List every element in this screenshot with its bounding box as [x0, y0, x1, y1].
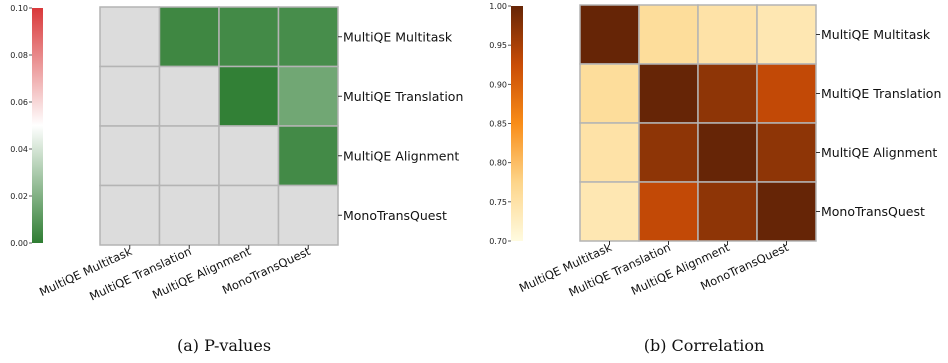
- correlation-cell-r1-c3: [756, 63, 817, 124]
- correlation-cell-r3-c0: [579, 181, 640, 242]
- pvalues-colorbar-tick-label-0: 0.00: [10, 239, 28, 248]
- correlation-cell-r1-c0: [579, 63, 640, 124]
- correlation-cell-r3-c1: [638, 181, 699, 242]
- pvalues-cell-r2-c3: [277, 125, 339, 187]
- pvalues-row-label-2: MultiQE Alignment: [343, 148, 459, 163]
- pvalues-colorbar: [32, 8, 43, 243]
- correlation-row-label-0: MultiQE Multitask: [821, 27, 931, 42]
- correlation-cell-r2-c3: [756, 122, 817, 183]
- correlation-colorbar: [511, 6, 523, 241]
- pvalues-row-label-1: MultiQE Translation: [343, 89, 463, 104]
- pvalues-colorbar-tick-label-4: 0.08: [10, 51, 28, 60]
- pvalues-row-label-3: MonoTransQuest: [343, 208, 447, 223]
- correlation-colorbar-tick-label-6: 1.00: [489, 2, 507, 11]
- correlation-colorbar-tick-label-5: 0.95: [489, 41, 507, 50]
- correlation-cell-r1-c2: [697, 63, 758, 124]
- correlation-cell-r3-c3: [756, 181, 817, 242]
- correlation-cell-r3-c2: [697, 181, 758, 242]
- correlation-cell-r0-c1: [638, 4, 699, 65]
- pvalues-cell-r0-c1: [158, 6, 220, 68]
- correlation-colorbar-tick-label-2: 0.80: [489, 159, 507, 168]
- pvalues-cell-r2-c0: [99, 125, 161, 187]
- correlation-cell-r1-c1: [638, 63, 699, 124]
- correlation-cell-r0-c2: [697, 4, 758, 65]
- correlation-row-label-3: MonoTransQuest: [821, 204, 925, 219]
- pvalues-colorbar-tick-label-2: 0.04: [10, 145, 28, 154]
- pvalues-cell-r2-c2: [218, 125, 280, 187]
- correlation-colorbar-tick-label-3: 0.85: [489, 120, 507, 129]
- correlation-row-label-2: MultiQE Alignment: [821, 145, 937, 160]
- correlation-cell-r2-c0: [579, 122, 640, 183]
- pvalues-cell-r0-c3: [277, 6, 339, 68]
- correlation-cell-r0-c3: [756, 4, 817, 65]
- correlation-row-label-1: MultiQE Translation: [821, 86, 941, 101]
- pvalues-cell-r2-c1: [158, 125, 220, 187]
- pvalues-cell-r3-c1: [158, 184, 220, 246]
- correlation-colorbar-tick-label-0: 0.70: [489, 237, 507, 246]
- correlation-cell-r0-c0: [579, 4, 640, 65]
- pvalues-cell-r3-c2: [218, 184, 280, 246]
- pvalues-row-label-0: MultiQE Multitask: [343, 29, 453, 44]
- pvalues-colorbar-tick-label-1: 0.02: [10, 192, 28, 201]
- pvalues-cell-r1-c1: [158, 65, 220, 127]
- pvalues-cell-r1-c2: [218, 65, 280, 127]
- pvalues-cell-r1-c3: [277, 65, 339, 127]
- correlation-cell-r2-c1: [638, 122, 699, 183]
- pvalues-colorbar-tick-label-5: 0.10: [10, 4, 28, 13]
- pvalues-cell-r1-c0: [99, 65, 161, 127]
- pvalues-cell-r0-c0: [99, 6, 161, 68]
- correlation-col-label-1: MultiQE Translation: [566, 240, 672, 299]
- correlation-colorbar-tick-label-1: 0.75: [489, 198, 507, 207]
- pvalues-cell-r0-c2: [218, 6, 280, 68]
- correlation-col-label-2: MultiQE Alignment: [629, 240, 732, 298]
- pvalues-caption: (a) P-values: [177, 336, 271, 355]
- correlation-colorbar-tick-label-4: 0.90: [489, 80, 507, 89]
- pvalues-colorbar-tick-label-3: 0.06: [10, 98, 28, 107]
- pvalues-col-label-1: MultiQE Translation: [87, 244, 193, 303]
- pvalues-cell-r3-c3: [277, 184, 339, 246]
- pvalues-cell-r3-c0: [99, 184, 161, 246]
- pvalues-col-label-2: MultiQE Alignment: [150, 244, 253, 302]
- correlation-cell-r2-c2: [697, 122, 758, 183]
- correlation-caption: (b) Correlation: [644, 336, 765, 355]
